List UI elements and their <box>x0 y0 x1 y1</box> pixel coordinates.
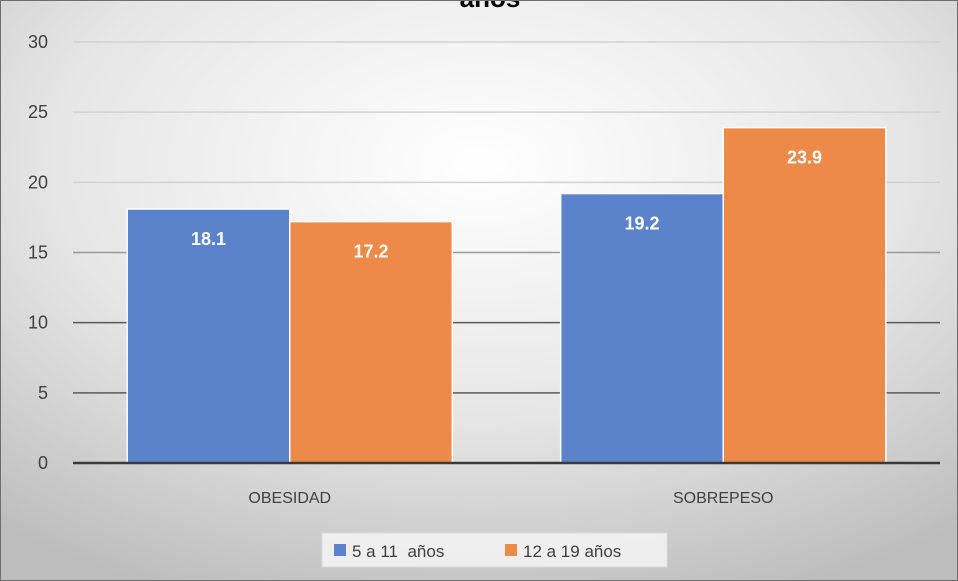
legend-swatch <box>334 544 346 556</box>
chart-title: años <box>460 0 521 13</box>
data-label: 18.1 <box>191 229 226 249</box>
bar <box>126 208 291 464</box>
x-axis-category-labels: OBESIDAD SOBREPESO <box>248 490 773 507</box>
y-tick-label: 5 <box>38 383 48 403</box>
y-tick-label: 20 <box>28 172 48 192</box>
data-label: 17.2 <box>354 242 389 262</box>
legend-swatch <box>505 544 517 556</box>
y-tick-label: 15 <box>28 243 48 263</box>
category-label: OBESIDAD <box>248 490 331 507</box>
legend: 5 a 11 años 12 a 19 años <box>321 532 668 568</box>
bar <box>289 220 454 464</box>
data-label: 19.2 <box>624 214 659 234</box>
legend-label: 12 a 19 años <box>523 542 621 561</box>
bar <box>722 126 887 464</box>
legend-label: 5 a 11 años <box>352 542 444 561</box>
y-tick-label: 25 <box>28 102 48 122</box>
legend-box <box>321 532 668 568</box>
data-label: 23.9 <box>787 148 822 168</box>
y-axis-tick-labels: 0 5 10 15 20 25 30 <box>28 32 48 473</box>
bars: 18.1 17.2 19.2 23.9 <box>126 126 887 464</box>
y-tick-label: 10 <box>28 313 48 333</box>
y-tick-label: 0 <box>38 453 48 473</box>
y-tick-label: 30 <box>28 32 48 52</box>
legend-item: 12 a 19 años <box>505 542 621 561</box>
bar <box>559 192 724 464</box>
category-label: SOBREPESO <box>673 490 773 507</box>
legend-item: 5 a 11 años <box>334 542 444 561</box>
